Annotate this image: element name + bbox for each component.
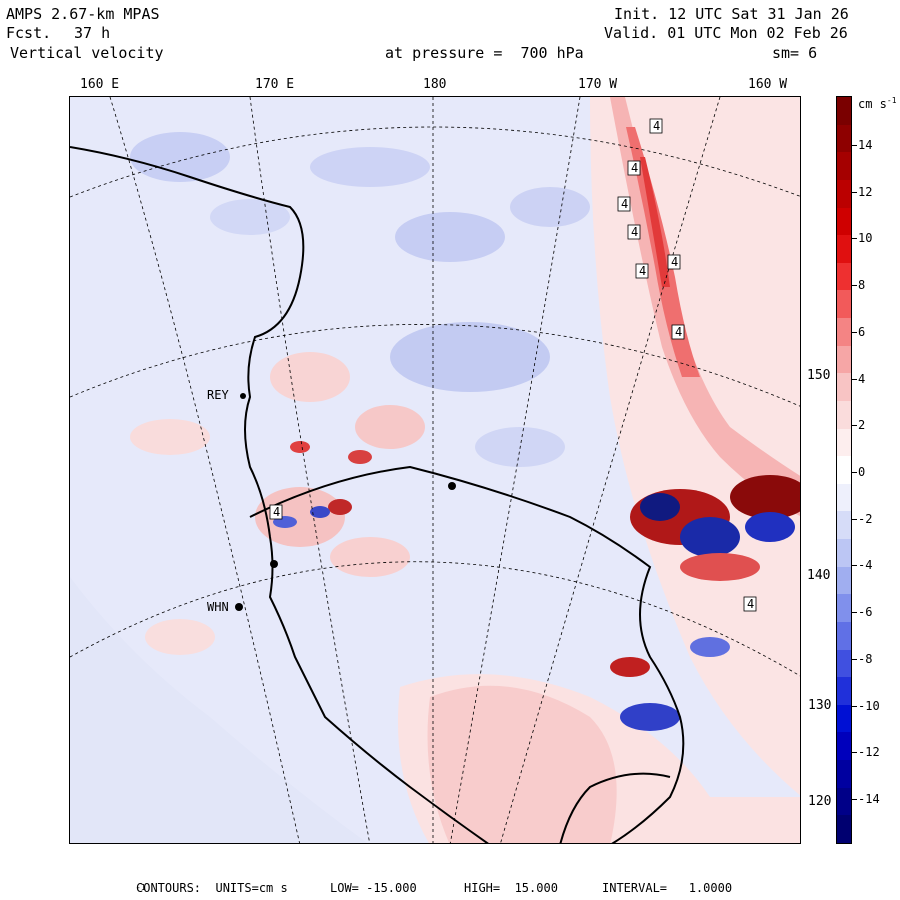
footer-interval: INTERVAL= 1.0000 — [602, 881, 733, 895]
colorbar-tick — [852, 145, 857, 146]
colorbar-segment — [837, 97, 851, 126]
colorbar-label: -10 — [858, 698, 880, 713]
colorbar-segment — [837, 760, 851, 789]
colorbar-segment — [837, 124, 851, 153]
variable-name: Vertical velocity — [10, 44, 164, 62]
colorbar-segment — [837, 290, 851, 319]
colorbar-label: 12 — [858, 184, 873, 199]
colorbar-segment — [837, 539, 851, 568]
vertical-velocity-map: 4 4 4 4 4 4 4 4 4 REY WHN 150 W — [69, 96, 801, 844]
smoothing: sm= 6 — [772, 44, 818, 62]
colorbar-segment — [837, 345, 851, 374]
forecast-value: 37 h — [74, 24, 111, 42]
contour-label: 4 — [671, 255, 679, 269]
colorbar-segment — [837, 594, 851, 623]
colorbar-label: 8 — [858, 278, 866, 293]
contour-label: 4 — [747, 597, 755, 611]
colorbar-tick — [852, 425, 857, 427]
contour-label: 4 — [631, 161, 639, 175]
colorbar-segment — [837, 732, 851, 761]
colorbar-segment — [837, 787, 851, 816]
colorbar-tick — [852, 331, 857, 333]
contour-label: 4 — [653, 119, 661, 133]
lon-label-170w: 170 W — [578, 77, 618, 92]
colorbar-tick — [852, 565, 857, 567]
colorbar-segment — [837, 318, 851, 347]
colorbar-segment — [837, 428, 851, 457]
contour-label: 4 — [639, 264, 647, 278]
footer-high: HIGH= 15.000 — [464, 881, 558, 895]
pressure-level: at pressure = 700 hPa — [385, 44, 584, 62]
colorbar-segment — [837, 207, 851, 236]
colorbar-segment — [837, 511, 851, 540]
colorbar-label: 0 — [858, 465, 866, 479]
colorbar-tick — [852, 518, 857, 520]
contour-label: 4 — [273, 505, 281, 519]
lon-label-180: 180 — [423, 77, 447, 92]
colorbar-tick — [852, 191, 857, 193]
colorbar-label: 4 — [858, 371, 866, 386]
colorbar-segment — [837, 649, 851, 678]
colorbar-segment — [837, 179, 851, 208]
colorbar-tick — [852, 285, 857, 287]
colorbar-tick — [852, 612, 857, 614]
colorbar-label: 14 — [858, 138, 873, 152]
colorbar-tick — [852, 472, 857, 473]
colorbar-label: -6 — [858, 605, 873, 620]
forecast-label: Fcst. — [6, 24, 52, 42]
colorbar-tick — [852, 378, 857, 380]
colorbar-label: -12 — [858, 745, 880, 760]
colorbar-label: -4 — [858, 558, 873, 573]
colorbar-segment — [837, 456, 851, 485]
colorbar-segment — [837, 677, 851, 706]
colorbar-segment — [837, 152, 851, 181]
colorbar-tick — [852, 705, 857, 707]
colorbar-units: cm s-1 — [858, 96, 897, 111]
station-rey: REY — [207, 388, 229, 402]
contour-label: 4 — [631, 225, 639, 239]
colorbar-label: 10 — [858, 231, 873, 246]
colorbar-segment — [837, 566, 851, 595]
colorbar-segment — [837, 483, 851, 512]
model-title: AMPS 2.67-km MPAS — [6, 5, 160, 23]
lon-label-160w: 160 W — [748, 77, 788, 92]
station-whn: WHN — [207, 600, 229, 614]
colorbar-segment — [837, 262, 851, 291]
colorbar-label: 6 — [858, 324, 866, 339]
footer-contours: CONTOURS: UNITS=cm s -1 — [136, 881, 288, 895]
colorbar-tick — [852, 238, 857, 240]
colorbar-segment — [837, 373, 851, 402]
contour-label: 4 — [621, 197, 629, 211]
colorbar — [836, 96, 852, 844]
colorbar-label: -14 — [858, 792, 880, 806]
colorbar-label: -8 — [858, 651, 873, 666]
contour-label: 4 — [675, 325, 683, 339]
footer-low: LOW= -15.000 — [330, 881, 417, 895]
colorbar-tick — [852, 658, 857, 660]
colorbar-segment — [837, 235, 851, 264]
lon-label-170e: 170 E — [255, 77, 295, 92]
colorbar-label: 2 — [858, 418, 866, 433]
colorbar-tick — [852, 752, 857, 754]
init-time: Init. 12 UTC Sat 31 Jan 26 — [614, 5, 849, 23]
lon-label-160e: 160 E — [80, 77, 120, 92]
colorbar-segment — [837, 815, 851, 844]
valid-time: Valid. 01 UTC Mon 02 Feb 26 — [604, 24, 848, 42]
map-canvas — [70, 97, 800, 843]
colorbar-segment — [837, 704, 851, 733]
colorbar-label: -2 — [858, 511, 873, 526]
colorbar-segment — [837, 621, 851, 651]
colorbar-tick — [852, 799, 857, 800]
colorbar-segment — [837, 400, 851, 430]
